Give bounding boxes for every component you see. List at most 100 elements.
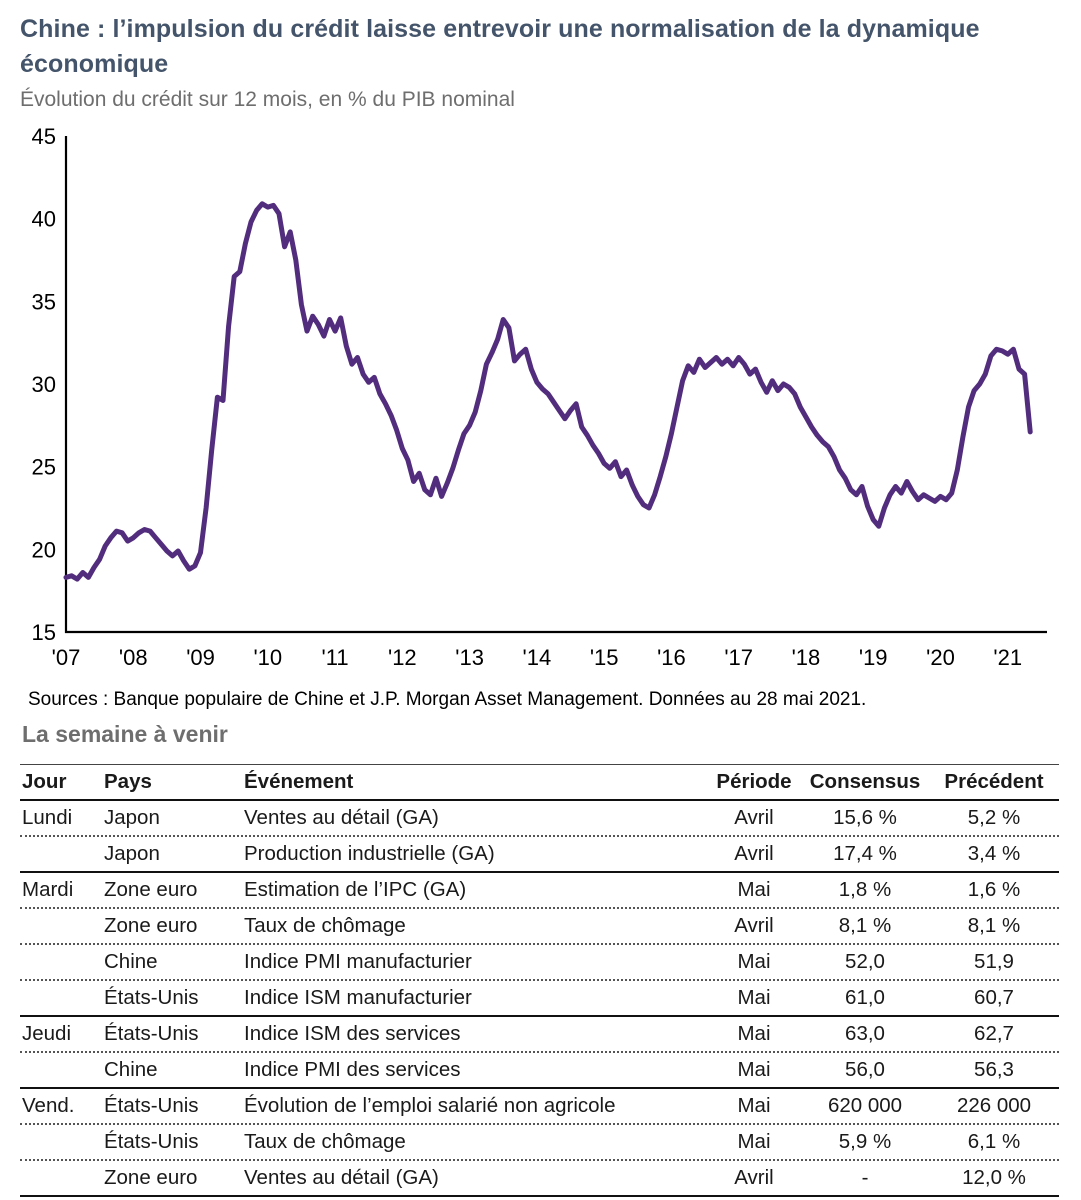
section-title: La semaine à venir xyxy=(22,721,228,747)
cell-consensus: 17,4 % xyxy=(833,842,897,865)
cell-precedent: 56,3 xyxy=(974,1058,1014,1081)
cell-periode: Avril xyxy=(734,1166,774,1189)
x-axis-tick-label: '11 xyxy=(322,645,349,670)
chart-subtitle: Évolution du crédit sur 12 mois, en % du… xyxy=(20,88,515,111)
x-axis-tick-label: '17 xyxy=(724,645,753,670)
table-row: Chine Indice PMI manufacturier Mai 52,0 51,9 xyxy=(20,945,1059,981)
cell-evenement: Estimation de l’IPC (GA) xyxy=(244,878,467,901)
cell-consensus: - xyxy=(861,1166,869,1189)
cell-jour: Mardi xyxy=(22,878,74,901)
y-axis-tick-label: 15 xyxy=(32,620,56,645)
cell-precedent: 3,4 % xyxy=(967,842,1021,865)
cell-consensus: 61,0 xyxy=(845,986,885,1009)
x-axis-tick-label: '09 xyxy=(186,645,215,670)
col-header-precedent: Précédent xyxy=(944,770,1044,793)
events-table-body: Lundi Japon Ventes au détail (GA) Avril 15,6… xyxy=(20,801,1059,1197)
events-table: Jour Pays Événement Période Consensus Pr… xyxy=(20,764,1059,1197)
cell-periode: Mai xyxy=(737,986,771,1009)
cell-precedent: 60,7 xyxy=(974,986,1014,1009)
cell-evenement: Indice ISM manufacturier xyxy=(244,986,472,1009)
cell-evenement: Indice PMI manufacturier xyxy=(244,950,472,973)
y-axis-tick-label: 30 xyxy=(32,372,56,397)
cell-pays: Zone euro xyxy=(104,878,198,901)
cell-periode: Mai xyxy=(737,1094,771,1117)
x-axis-tick-label: '21 xyxy=(993,645,1022,670)
cell-pays: Chine xyxy=(104,950,158,973)
col-header-periode: Période xyxy=(716,770,792,793)
cell-jour xyxy=(20,849,102,859)
y-axis-tick-label: 25 xyxy=(32,455,56,480)
cell-pays: États-Unis xyxy=(104,1022,199,1045)
table-header-row: Jour Pays Événement Période Consensus Pr… xyxy=(20,765,1059,801)
cell-evenement: Évolution de l’emploi salarié non agrico… xyxy=(244,1094,616,1117)
x-axis-tick-label: '15 xyxy=(590,645,619,670)
cell-evenement: Taux de chômage xyxy=(244,1130,406,1153)
cell-precedent: 8,1 % xyxy=(967,914,1021,937)
sources-note: Sources : Banque populaire de Chine et J… xyxy=(28,689,867,710)
cell-periode: Mai xyxy=(737,878,771,901)
y-axis-tick-label: 45 xyxy=(32,124,56,149)
table-row: Chine Indice PMI des services Mai 56,0 56,3 xyxy=(20,1053,1059,1089)
cell-jour: Lundi xyxy=(22,806,73,829)
x-axis-tick-label: '08 xyxy=(119,645,148,670)
cell-consensus: 52,0 xyxy=(845,950,885,973)
x-axis-tick-label: '16 xyxy=(657,645,686,670)
credit-impulse-series-line xyxy=(63,201,1033,582)
x-axis-tick-label: '07 xyxy=(52,645,81,670)
col-header-pays: Pays xyxy=(104,770,152,793)
cell-precedent: 62,7 xyxy=(974,1022,1014,1045)
cell-jour: Vend. xyxy=(22,1094,75,1117)
x-axis-tick-label: '18 xyxy=(792,645,821,670)
table-row: Zone euro Ventes au détail (GA) Avril - 12,0… xyxy=(20,1161,1059,1197)
cell-jour xyxy=(20,1137,102,1147)
cell-pays: Zone euro xyxy=(104,914,198,937)
cell-periode: Mai xyxy=(737,950,771,973)
cell-consensus: 620 000 xyxy=(827,1094,903,1117)
credit-impulse-chart: 15 20 25 30 35 40 45 '07 '08 '09 '10 '11 '12 '13 '14 '1… xyxy=(32,124,1047,670)
cell-jour xyxy=(20,921,102,931)
cell-pays: États-Unis xyxy=(104,1130,199,1153)
col-header-evenement: Événement xyxy=(244,770,354,793)
cell-periode: Mai xyxy=(737,1058,771,1081)
table-row: États-Unis Taux de chômage Mai 5,9 % 6,1 % xyxy=(20,1125,1059,1161)
cell-consensus: 15,6 % xyxy=(833,806,897,829)
cell-periode: Avril xyxy=(734,842,774,865)
cell-pays: Japon xyxy=(104,842,160,865)
table-row: Lundi Japon Ventes au détail (GA) Avril 15,6… xyxy=(20,801,1059,837)
cell-consensus: 63,0 xyxy=(845,1022,885,1045)
cell-jour xyxy=(20,957,102,967)
cell-evenement: Indice PMI des services xyxy=(244,1058,461,1081)
cell-evenement: Ventes au détail (GA) xyxy=(244,806,439,829)
table-row: États-Unis Indice ISM manufacturier Mai 61,… xyxy=(20,981,1059,1017)
table-row: Jeudi États-Unis Indice ISM des services Ma… xyxy=(20,1017,1059,1053)
x-axis-tick-label: '10 xyxy=(253,645,282,670)
chart-axes xyxy=(64,136,1047,634)
cell-evenement: Production industrielle (GA) xyxy=(244,842,495,865)
table-row: Zone euro Taux de chômage Avril 8,1 % 8,1 % xyxy=(20,909,1059,945)
cell-evenement: Indice ISM des services xyxy=(244,1022,461,1045)
cell-precedent: 12,0 % xyxy=(962,1166,1026,1189)
col-header-jour: Jour xyxy=(22,770,67,793)
cell-pays: États-Unis xyxy=(104,986,199,1009)
cell-pays: Zone euro xyxy=(104,1166,198,1189)
cell-consensus: 56,0 xyxy=(845,1058,885,1081)
cell-precedent: 5,2 % xyxy=(967,806,1021,829)
cell-periode: Mai xyxy=(737,1130,771,1153)
x-axis-tick-label: '19 xyxy=(859,645,888,670)
cell-jour xyxy=(20,1173,102,1183)
cell-precedent: 1,6 % xyxy=(967,878,1021,901)
table-row: Mardi Zone euro Estimation de l’IPC (GA) Ma… xyxy=(20,873,1059,909)
x-axis-tick-label: '13 xyxy=(455,645,484,670)
x-axis-tick-label: '20 xyxy=(926,645,955,670)
cell-consensus: 1,8 % xyxy=(838,878,892,901)
y-axis-tick-label: 20 xyxy=(32,537,56,562)
cell-jour: Jeudi xyxy=(22,1022,72,1045)
y-axis-tick-label: 40 xyxy=(32,207,56,232)
col-header-consensus: Consensus xyxy=(809,770,921,793)
cell-periode: Mai xyxy=(737,1022,771,1045)
cell-evenement: Ventes au détail (GA) xyxy=(244,1166,439,1189)
y-axis-tick-label: 35 xyxy=(32,289,56,314)
x-axis-tick-label: '12 xyxy=(388,645,417,670)
cell-periode: Avril xyxy=(734,806,774,829)
